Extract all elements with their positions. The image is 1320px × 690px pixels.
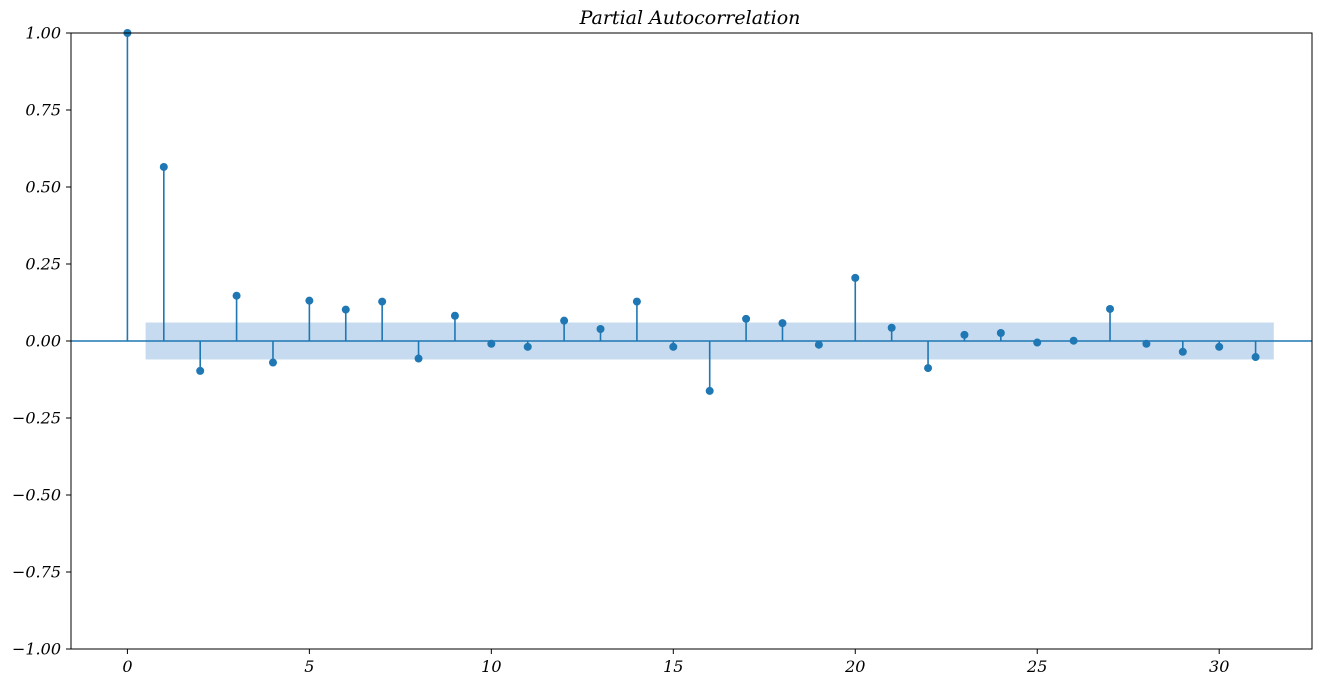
data-point [159, 162, 168, 171]
data-point [887, 323, 896, 332]
y-tick-label: −0.75 [12, 563, 61, 582]
data-point [341, 305, 350, 314]
y-tick-label: −0.25 [12, 409, 61, 428]
x-tick-label: 15 [663, 657, 683, 676]
data-point [851, 273, 860, 282]
data-point [523, 342, 532, 351]
data-point [1215, 342, 1224, 351]
data-point [1251, 353, 1260, 362]
data-point [960, 330, 969, 339]
data-point [232, 291, 241, 300]
y-tick-label: −0.50 [12, 486, 61, 505]
data-point [487, 339, 496, 348]
y-tick-label: 0.00 [25, 332, 61, 351]
data-point [268, 358, 277, 367]
x-tick-label: 0 [122, 657, 132, 676]
data-point [778, 319, 787, 328]
x-tick-label: 25 [1026, 657, 1047, 676]
data-point [196, 366, 205, 375]
data-point [1178, 347, 1187, 356]
y-tick-label: −1.00 [12, 640, 61, 659]
data-point [1106, 304, 1115, 313]
data-point [669, 342, 678, 351]
x-tick-label: 5 [304, 657, 314, 676]
data-point [705, 386, 714, 395]
data-point [1033, 338, 1042, 347]
y-tick-label: 1.00 [25, 24, 61, 43]
data-point [596, 324, 605, 333]
data-point [450, 311, 459, 320]
y-tick-label: 0.75 [25, 101, 61, 120]
data-point [1142, 339, 1151, 348]
y-tick-label: 0.50 [25, 178, 61, 197]
data-point [814, 340, 823, 349]
chart-title: Partial Autocorrelation [579, 7, 801, 29]
data-point [560, 316, 569, 325]
x-tick-label: 10 [481, 657, 501, 676]
x-tick-label: 20 [844, 657, 865, 676]
data-point [632, 297, 641, 306]
data-point [378, 297, 387, 306]
data-point [742, 314, 751, 323]
data-point [414, 354, 423, 363]
y-tick-label: 0.25 [25, 255, 61, 274]
data-point [924, 364, 933, 373]
data-point [996, 328, 1005, 337]
data-point [1069, 336, 1078, 345]
x-tick-label: 30 [1209, 657, 1229, 676]
data-point [305, 296, 314, 305]
